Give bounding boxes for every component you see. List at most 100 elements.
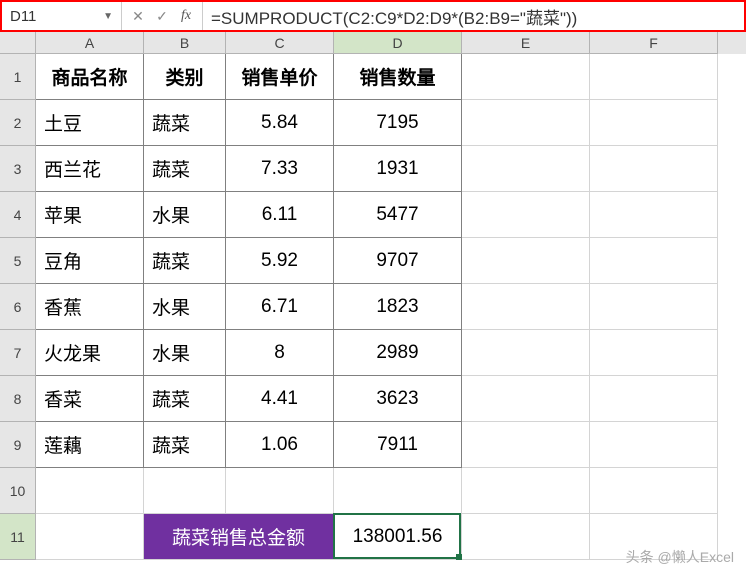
- empty-cell[interactable]: [462, 468, 590, 514]
- chevron-down-icon[interactable]: ▼: [103, 11, 113, 22]
- data-cell[interactable]: 7.33: [226, 146, 334, 192]
- empty-cell[interactable]: [590, 100, 718, 146]
- empty-cell[interactable]: [462, 192, 590, 238]
- data-cell[interactable]: 蔬菜: [144, 422, 226, 468]
- empty-cell[interactable]: [590, 284, 718, 330]
- data-cell[interactable]: 5.84: [226, 100, 334, 146]
- data-cell[interactable]: 水果: [144, 330, 226, 376]
- data-cell[interactable]: 6.71: [226, 284, 334, 330]
- data-cell[interactable]: 豆角: [36, 238, 144, 284]
- header-cell[interactable]: 商品名称: [36, 54, 144, 100]
- table-row: 西兰花蔬菜7.331931: [36, 146, 718, 192]
- data-cell[interactable]: 7195: [334, 100, 462, 146]
- data-cell[interactable]: 7911: [334, 422, 462, 468]
- data-cell[interactable]: 莲藕: [36, 422, 144, 468]
- formula-text: =SUMPRODUCT(C2:C9*D2:D9*(B2:B9="蔬菜")): [211, 4, 577, 29]
- data-cell[interactable]: 2989: [334, 330, 462, 376]
- row-header-2[interactable]: 2: [0, 100, 36, 146]
- row-header-7[interactable]: 7: [0, 330, 36, 376]
- data-cell[interactable]: 8: [226, 330, 334, 376]
- column-headers: ABCDEF: [0, 32, 746, 54]
- cells-area[interactable]: 商品名称类别销售单价销售数量土豆蔬菜5.847195西兰花蔬菜7.331931苹…: [36, 54, 718, 560]
- row-header-6[interactable]: 6: [0, 284, 36, 330]
- data-cell[interactable]: 蔬菜: [144, 376, 226, 422]
- data-cell[interactable]: 蔬菜: [144, 100, 226, 146]
- column-header-B[interactable]: B: [144, 32, 226, 54]
- empty-cell[interactable]: [590, 422, 718, 468]
- empty-cell[interactable]: [462, 146, 590, 192]
- data-cell[interactable]: 3623: [334, 376, 462, 422]
- data-cell[interactable]: 水果: [144, 284, 226, 330]
- header-cell[interactable]: 类别: [144, 54, 226, 100]
- empty-cell[interactable]: [590, 238, 718, 284]
- data-cell[interactable]: 4.41: [226, 376, 334, 422]
- column-header-D[interactable]: D: [334, 32, 462, 54]
- data-cell[interactable]: 香菜: [36, 376, 144, 422]
- name-box-value: D11: [10, 8, 36, 25]
- data-cell[interactable]: 1823: [334, 284, 462, 330]
- cancel-icon[interactable]: ✕: [126, 4, 150, 28]
- row-header-4[interactable]: 4: [0, 192, 36, 238]
- empty-cell[interactable]: [462, 330, 590, 376]
- data-cell[interactable]: 土豆: [36, 100, 144, 146]
- fx-icon[interactable]: fx: [174, 4, 198, 28]
- column-header-C[interactable]: C: [226, 32, 334, 54]
- empty-cell[interactable]: [462, 100, 590, 146]
- header-cell[interactable]: 销售数量: [334, 54, 462, 100]
- table-row: 香菜蔬菜4.413623: [36, 376, 718, 422]
- data-cell[interactable]: 5477: [334, 192, 462, 238]
- name-box[interactable]: D11 ▼: [2, 2, 122, 30]
- empty-cell[interactable]: [590, 330, 718, 376]
- formula-bar: D11 ▼ ✕ ✓ fx =SUMPRODUCT(C2:C9*D2:D9*(B2…: [0, 0, 746, 32]
- data-cell[interactable]: 1.06: [226, 422, 334, 468]
- empty-cell[interactable]: [462, 422, 590, 468]
- empty-cell[interactable]: [36, 514, 144, 560]
- empty-cell[interactable]: [36, 468, 144, 514]
- empty-cell[interactable]: [462, 54, 590, 100]
- check-icon[interactable]: ✓: [150, 4, 174, 28]
- empty-cell[interactable]: [334, 468, 462, 514]
- watermark: 头条 @懒人Excel: [626, 547, 734, 567]
- data-cell[interactable]: 火龙果: [36, 330, 144, 376]
- data-cell[interactable]: 苹果: [36, 192, 144, 238]
- data-cell[interactable]: 水果: [144, 192, 226, 238]
- row-header-8[interactable]: 8: [0, 376, 36, 422]
- empty-cell[interactable]: [590, 54, 718, 100]
- empty-cell[interactable]: [462, 376, 590, 422]
- empty-cell[interactable]: [590, 376, 718, 422]
- data-cell[interactable]: 香蕉: [36, 284, 144, 330]
- row-header-1[interactable]: 1: [0, 54, 36, 100]
- formula-input[interactable]: =SUMPRODUCT(C2:C9*D2:D9*(B2:B9="蔬菜")): [203, 2, 744, 30]
- table-row: 土豆蔬菜5.847195: [36, 100, 718, 146]
- column-header-E[interactable]: E: [462, 32, 590, 54]
- summary-row: 蔬菜销售总金额138001.56: [36, 514, 718, 560]
- row-header-9[interactable]: 9: [0, 422, 36, 468]
- empty-cell[interactable]: [462, 284, 590, 330]
- empty-cell[interactable]: [462, 238, 590, 284]
- data-cell[interactable]: 西兰花: [36, 146, 144, 192]
- data-cell[interactable]: 5.92: [226, 238, 334, 284]
- empty-cell[interactable]: [226, 468, 334, 514]
- row-header-3[interactable]: 3: [0, 146, 36, 192]
- data-cell[interactable]: 蔬菜: [144, 238, 226, 284]
- table-row: [36, 468, 718, 514]
- empty-cell[interactable]: [590, 192, 718, 238]
- column-header-A[interactable]: A: [36, 32, 144, 54]
- data-cell[interactable]: 6.11: [226, 192, 334, 238]
- select-all-corner[interactable]: [0, 32, 36, 54]
- summary-label-cell[interactable]: 蔬菜销售总金额: [144, 514, 334, 560]
- empty-cell[interactable]: [144, 468, 226, 514]
- row-header-10[interactable]: 10: [0, 468, 36, 514]
- data-cell[interactable]: 9707: [334, 238, 462, 284]
- row-header-5[interactable]: 5: [0, 238, 36, 284]
- row-header-11[interactable]: 11: [0, 514, 36, 560]
- empty-cell[interactable]: [590, 146, 718, 192]
- empty-cell[interactable]: [590, 468, 718, 514]
- column-header-F[interactable]: F: [590, 32, 718, 54]
- empty-cell[interactable]: [462, 514, 590, 560]
- header-cell[interactable]: 销售单价: [226, 54, 334, 100]
- table-row: 火龙果水果82989: [36, 330, 718, 376]
- data-cell[interactable]: 1931: [334, 146, 462, 192]
- summary-value-cell[interactable]: 138001.56: [334, 514, 462, 560]
- data-cell[interactable]: 蔬菜: [144, 146, 226, 192]
